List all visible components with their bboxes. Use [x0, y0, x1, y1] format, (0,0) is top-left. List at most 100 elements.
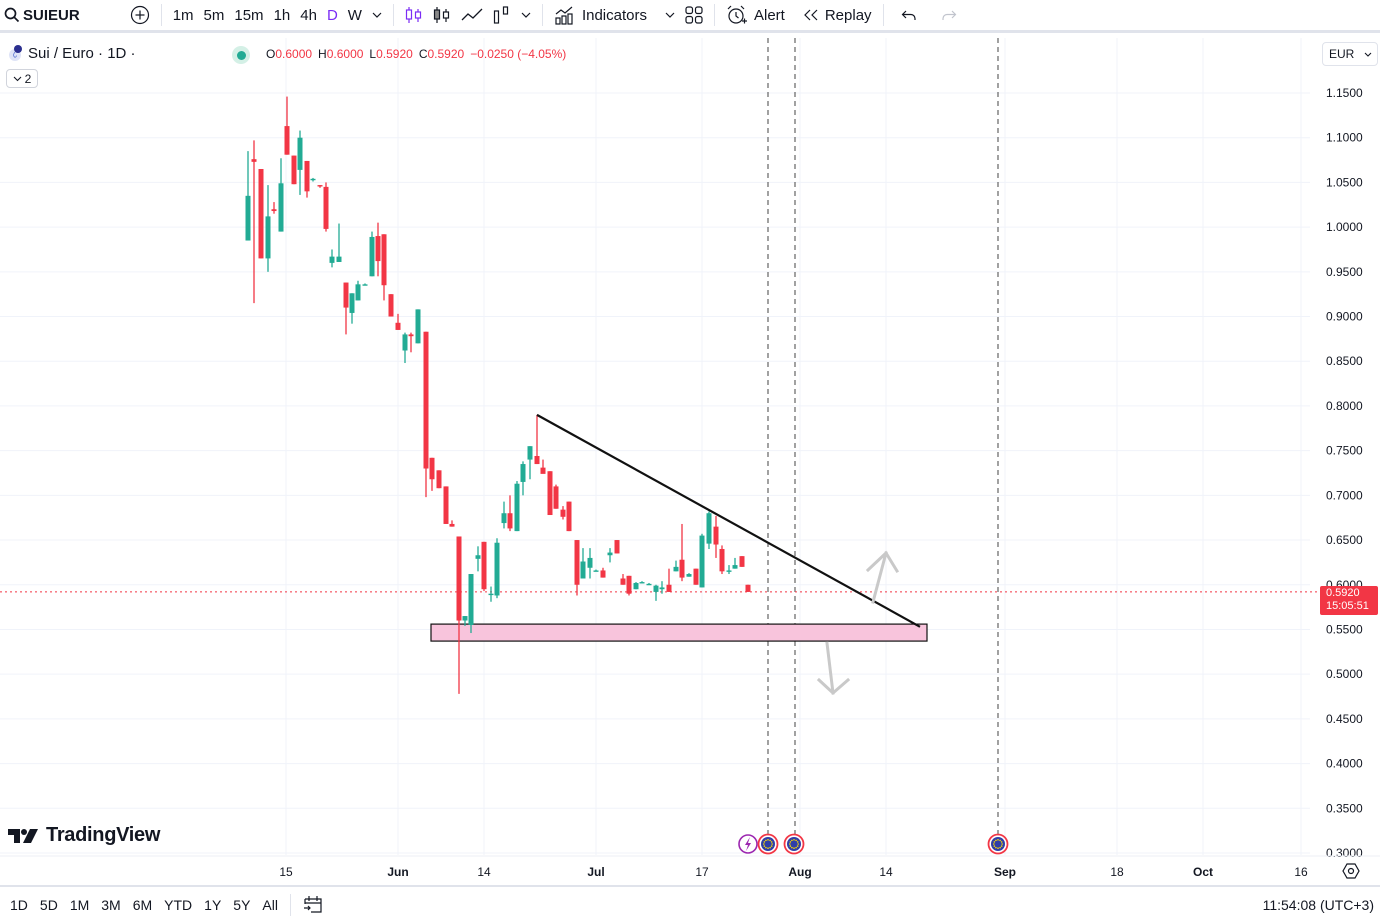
eu-flag-event-icon[interactable]	[987, 833, 1009, 855]
candle-body	[423, 331, 429, 469]
top-toolbar: SUIEUR 1m 5m 15m 1h 4h D W Indicators	[0, 0, 1380, 33]
candle-body	[587, 557, 593, 568]
interval-dropdown[interactable]	[367, 0, 387, 30]
bullish-candle	[494, 538, 500, 599]
interval-15m[interactable]: 15m	[234, 6, 264, 24]
interval-5m[interactable]: 5m	[203, 6, 225, 24]
range-1m[interactable]: 1M	[69, 897, 90, 913]
eu-star	[770, 845, 773, 847]
brand-name: TradingView	[46, 824, 161, 846]
eu-star	[1001, 843, 1003, 845]
candle-body	[494, 542, 500, 596]
bullish-candle	[633, 582, 639, 590]
indicators-dropdown[interactable]	[660, 0, 680, 30]
chart-type-line-button[interactable]	[456, 0, 488, 30]
bullish-candle	[501, 501, 507, 529]
bullish-candle	[362, 283, 368, 286]
bullish-candle	[468, 574, 474, 634]
arrow-up-icon[interactable]	[865, 550, 900, 604]
time-axis-label: Jun	[387, 865, 408, 879]
candle-body	[284, 126, 290, 155]
bearish-candle	[408, 332, 414, 353]
interval-1h[interactable]: 1h	[273, 6, 291, 24]
bearish-candle	[614, 540, 620, 554]
economic-events[interactable]	[738, 833, 1009, 855]
price-axis[interactable]: 1.1500 1.1000 1.0500 1.0000 0.9500 0.9000 0.85…	[1318, 38, 1380, 860]
low-label: L	[369, 47, 377, 61]
support-zone[interactable]	[430, 623, 928, 642]
candle-body	[429, 457, 435, 480]
descending-trendline[interactable]	[536, 413, 921, 628]
bullish-candle	[329, 249, 335, 268]
legend-collapse-button[interactable]: 2	[6, 69, 38, 88]
chart-type-bars-button[interactable]	[488, 0, 516, 30]
candle-body	[449, 523, 455, 527]
bullish-candle	[520, 461, 526, 496]
bearish-candle	[540, 459, 546, 474]
price-axis-label: 0.7000	[1326, 488, 1363, 502]
undo-icon	[901, 9, 917, 21]
change-value: −0.0250 (−4.05%)	[470, 47, 567, 61]
range-3m[interactable]: 3M	[101, 897, 121, 913]
eu-flag-event-icon[interactable]	[783, 833, 805, 855]
chart-type-dropdown[interactable]	[516, 0, 536, 30]
compare-symbol-button[interactable]	[125, 0, 155, 30]
currency-selector[interactable]: EUR	[1322, 42, 1378, 66]
candle-body	[336, 256, 342, 262]
bearish-candle	[481, 541, 487, 592]
calendar-icon	[303, 895, 323, 913]
price-axis-label: 0.9000	[1326, 310, 1363, 324]
toolbar-divider	[160, 4, 162, 26]
interval-4h[interactable]: 4h	[300, 6, 317, 24]
range-5y[interactable]: 5Y	[233, 897, 251, 913]
time-axis-settings-button[interactable]	[1342, 862, 1360, 885]
interval-w[interactable]: W	[347, 6, 362, 24]
redo-button[interactable]	[936, 0, 962, 30]
candle-body	[355, 284, 361, 301]
drawings[interactable]	[536, 413, 921, 696]
line-chart-icon	[461, 8, 483, 22]
support-zone-rectangle[interactable]	[430, 623, 928, 642]
eu-flag-event-icon[interactable]	[757, 833, 779, 855]
range-6m[interactable]: 6M	[132, 897, 153, 913]
lightning-event-icon[interactable]	[738, 834, 758, 854]
market-status-indicator[interactable]	[232, 46, 250, 64]
range-1y[interactable]: 1Y	[204, 897, 222, 913]
bullish-candle	[732, 557, 738, 569]
bearish-candle	[429, 457, 435, 491]
chart-type-candles-button[interactable]	[400, 0, 428, 30]
tradingview-logo[interactable]: TradingView	[8, 824, 160, 847]
arrow-down-icon[interactable]	[816, 641, 851, 696]
layouts-button[interactable]	[680, 0, 708, 30]
price-axis-label: 0.5000	[1326, 667, 1363, 681]
eu-star	[763, 841, 766, 843]
eu-flag-disc	[991, 837, 1005, 851]
eu-flag-disc	[787, 837, 801, 851]
bullish-candle	[527, 446, 533, 480]
range-all[interactable]: All	[262, 897, 278, 913]
interval-d[interactable]: D	[326, 6, 338, 24]
range-1d[interactable]: 1D	[10, 897, 28, 913]
price-axis-label: 0.5500	[1326, 622, 1363, 636]
symbol-search-button[interactable]: SUIEUR	[0, 0, 85, 30]
candle-body	[468, 574, 474, 625]
go-to-date-button[interactable]	[297, 895, 329, 916]
range-5d[interactable]: 5D	[39, 897, 58, 913]
candle-body	[475, 555, 481, 559]
candle-body	[415, 309, 421, 344]
candle-body	[607, 552, 613, 556]
chart-type-hollow-candles-button[interactable]	[428, 0, 456, 30]
time-axis-label: 14	[879, 865, 893, 879]
candle-body	[553, 486, 559, 509]
bearish-candle	[423, 331, 429, 498]
indicators-button[interactable]: Indicators	[549, 0, 652, 30]
undo-button[interactable]	[896, 0, 922, 30]
alert-button[interactable]: Alert	[721, 0, 790, 30]
clock-timezone[interactable]: 11:54:08 (UTC+3)	[1262, 897, 1374, 913]
range-ytd[interactable]: YTD	[164, 897, 193, 913]
replay-button[interactable]: Replay	[798, 0, 877, 30]
time-axis[interactable]: 15 Jun 14 Jul 17 Aug 14 Sep 18 Oct 16	[0, 855, 1380, 879]
interval-1m[interactable]: 1m	[172, 6, 194, 24]
bullish-candle	[653, 584, 659, 601]
